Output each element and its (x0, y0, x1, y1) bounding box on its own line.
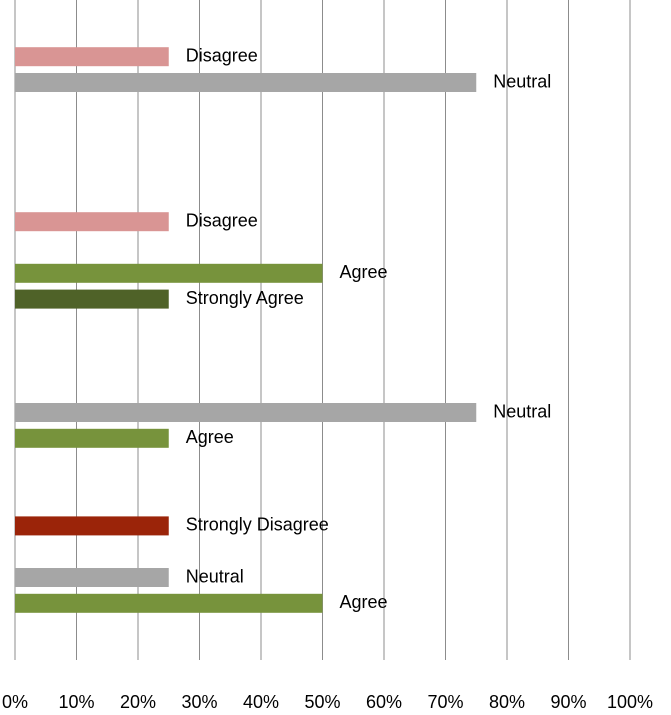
x-tick-label: 100% (607, 692, 653, 712)
bar (15, 428, 169, 448)
bar (15, 516, 169, 536)
bar (15, 289, 169, 309)
x-tick-label: 90% (550, 692, 586, 712)
x-tick-label: 80% (489, 692, 525, 712)
x-tick-label: 10% (58, 692, 94, 712)
data-label: Strongly Agree (186, 288, 304, 308)
data-label: Disagree (186, 210, 258, 230)
data-label: Disagree (186, 45, 258, 65)
x-tick-label: 50% (304, 692, 340, 712)
bar (15, 212, 169, 232)
bar (15, 593, 323, 613)
bar (15, 47, 169, 67)
x-tick-label: 40% (243, 692, 279, 712)
x-tick-label: 20% (120, 692, 156, 712)
bar (15, 568, 169, 587)
x-tick-label: 60% (366, 692, 402, 712)
data-label: Neutral (493, 401, 551, 421)
data-label: Agree (340, 592, 388, 612)
bar (15, 403, 477, 422)
data-label: Neutral (186, 566, 244, 586)
x-tick-label: 0% (2, 692, 28, 712)
data-label: Agree (340, 262, 388, 282)
bar (15, 73, 477, 92)
x-tick-label: 30% (181, 692, 217, 712)
x-tick-label: 70% (427, 692, 463, 712)
data-label: Neutral (493, 71, 551, 91)
data-label: Strongly Disagree (186, 515, 329, 535)
bar (15, 263, 323, 283)
data-label: Agree (186, 427, 234, 447)
